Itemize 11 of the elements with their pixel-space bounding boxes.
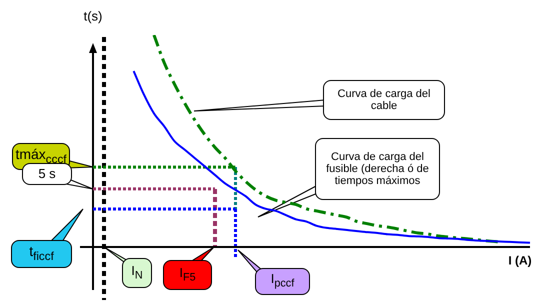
speech-callout: Curva de carga del cable — [194, 80, 445, 120]
speech-callout: I$_{pccf}$ — [234, 167, 310, 295]
speech-callout: t$_{ficcf}$ — [11, 209, 83, 268]
x-axis-title: I (A) — [508, 253, 532, 268]
speech-callout: I$_{N}$ — [104, 247, 152, 288]
speech-callout: 5 s — [22, 163, 93, 189]
annotation: Curva de carga del fusible (derecha ó de tiempos máximos — [325, 150, 430, 188]
y-axis-title: t(s) — [84, 8, 102, 24]
speech-callout: I$_{F5}$ — [163, 189, 217, 290]
annotation: Curva de carga del cable — [336, 88, 432, 112]
speech-callout: Curva de carga del fusible (derecha ó de tiempos máximos — [258, 138, 440, 217]
